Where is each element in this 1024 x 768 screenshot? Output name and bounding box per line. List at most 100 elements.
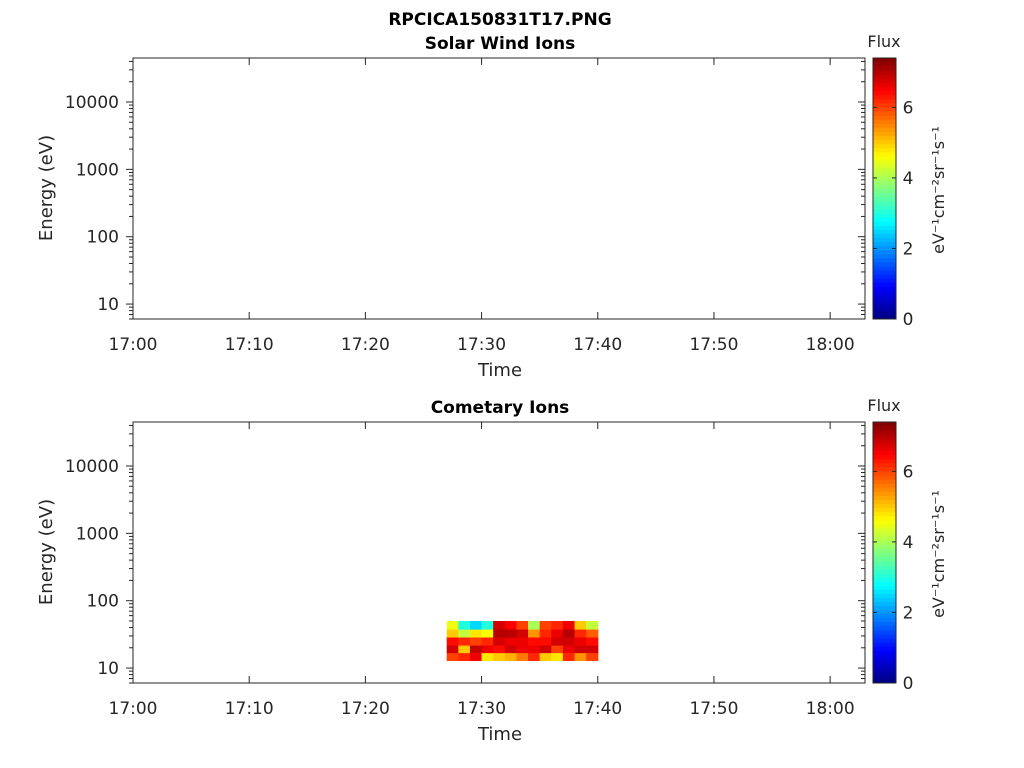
heatmap-cell [446, 636, 459, 646]
colorbar-segment [873, 151, 896, 157]
colorbar-segment [873, 564, 896, 570]
heatmap-cell [539, 620, 552, 630]
y-tick-label: 1000 [76, 524, 119, 544]
colorbar-unit-label: eV⁻¹cm⁻²sr⁻¹s⁻¹ [929, 126, 948, 254]
plot-area: 17:00 17:10 17:20 17:30 17:40 17:50 18:00 10 100… [65, 57, 914, 355]
heatmap-cell [586, 629, 599, 638]
heatmap-cell [504, 644, 518, 654]
heatmap-cell [446, 652, 459, 661]
heatmap-cell [493, 629, 506, 638]
colorbar-segment [873, 593, 896, 598]
heatmap-cell [528, 636, 541, 646]
colorbar-segment [873, 499, 896, 505]
heatmap-cell [551, 636, 564, 646]
colorbar-segment [873, 548, 896, 553]
colorbar-segment [873, 127, 896, 132]
heatmap-cell [493, 644, 506, 654]
heatmap-cell [586, 636, 599, 646]
colorbar-segment [873, 278, 896, 283]
colorbar-segment [873, 540, 896, 545]
heatmap-cell [562, 644, 576, 654]
colorbar-segment [873, 253, 896, 259]
colorbar-segment [873, 184, 896, 189]
colorbar-segment [873, 66, 896, 71]
colorbar-segment [873, 446, 896, 452]
heatmap-cell [539, 644, 552, 654]
colorbar-segment [873, 106, 896, 112]
colorbar-segment [873, 515, 896, 521]
heatmap-cell [516, 620, 529, 630]
figure-title: RPCICA150831T17.PNG [388, 10, 611, 30]
heatmap-cell [493, 652, 506, 661]
y-axis-label: Energy (eV) [36, 135, 57, 241]
colorbar-segment [873, 629, 896, 635]
panel-cometary: Cometary Ions 17:00 17:10 17:20 17:30 17:40 1… [36, 396, 948, 745]
colorbar-segment [873, 217, 896, 222]
colorbar-segment [873, 310, 896, 316]
heatmap-cell [493, 620, 506, 630]
colorbar-segment [873, 245, 896, 251]
heatmap-cell [551, 644, 564, 654]
colorbar-segment [873, 430, 896, 435]
colorbar-segment [873, 180, 896, 185]
heatmap-cell [528, 620, 541, 630]
heatmap-cell [528, 644, 541, 654]
colorbar-segment [873, 221, 896, 226]
heatmap-cell [539, 636, 552, 646]
colorbar-segment [873, 204, 896, 210]
colorbar-frame [872, 421, 897, 684]
colorbar-segment [873, 642, 896, 647]
colorbar-tick-label: 4 [903, 533, 914, 553]
colorbar-segment [873, 568, 896, 574]
colorbar-segment [873, 282, 896, 287]
colorbar-segment [873, 503, 896, 509]
colorbar-segment [873, 155, 896, 161]
colorbar-segment [873, 78, 896, 83]
colorbar-segment [873, 585, 896, 590]
x-tick-label: 18:00 [806, 699, 855, 719]
colorbar-segment [873, 139, 896, 145]
colorbar-segment [873, 188, 896, 194]
colorbar-segment [873, 511, 896, 517]
colorbar-segment [873, 241, 896, 247]
heatmap-cell [469, 652, 483, 661]
heatmap-cell [504, 629, 518, 638]
heatmap-cell [458, 629, 471, 638]
colorbar-segment [873, 650, 896, 655]
colorbar-segment [873, 196, 896, 202]
colorbar-segment [873, 507, 896, 513]
x-tick-label: 17:10 [225, 699, 274, 719]
heatmap-cell [481, 629, 494, 638]
x-axis-label: Time [477, 360, 522, 381]
colorbar-segment [873, 634, 896, 639]
colorbar-title: Flux [867, 396, 900, 415]
x-tick-label: 17:30 [457, 335, 506, 355]
colorbar-segment [873, 270, 896, 275]
heatmap-cell [562, 636, 576, 646]
heatmap-cell [574, 644, 587, 654]
axes-box [132, 421, 866, 684]
colorbar-segment [873, 86, 896, 92]
x-tick-label: 17:40 [573, 335, 622, 355]
colorbar-segment [873, 519, 896, 525]
y-tick-label: 100 [87, 592, 119, 612]
colorbar-segment [873, 674, 896, 680]
colorbar-segment [873, 544, 896, 549]
colorbar-tick-label: 6 [903, 98, 914, 118]
colorbar-segment [873, 552, 896, 558]
heatmap-cell [458, 652, 471, 661]
heatmap-cell [586, 652, 599, 661]
x-tick-label: 17:50 [689, 335, 738, 355]
colorbar-segment [873, 82, 896, 88]
colorbar-segment [873, 237, 896, 243]
heatmap-cell [562, 652, 576, 661]
heatmap-cell [446, 629, 459, 638]
colorbar-segment [873, 491, 896, 496]
colorbar-segment [873, 164, 896, 169]
colorbar-segment [873, 458, 896, 464]
colorbar-frame [872, 57, 897, 320]
colorbar-segment [873, 670, 896, 676]
heatmap-cell [481, 644, 494, 654]
x-tick-label: 18:00 [806, 335, 855, 355]
